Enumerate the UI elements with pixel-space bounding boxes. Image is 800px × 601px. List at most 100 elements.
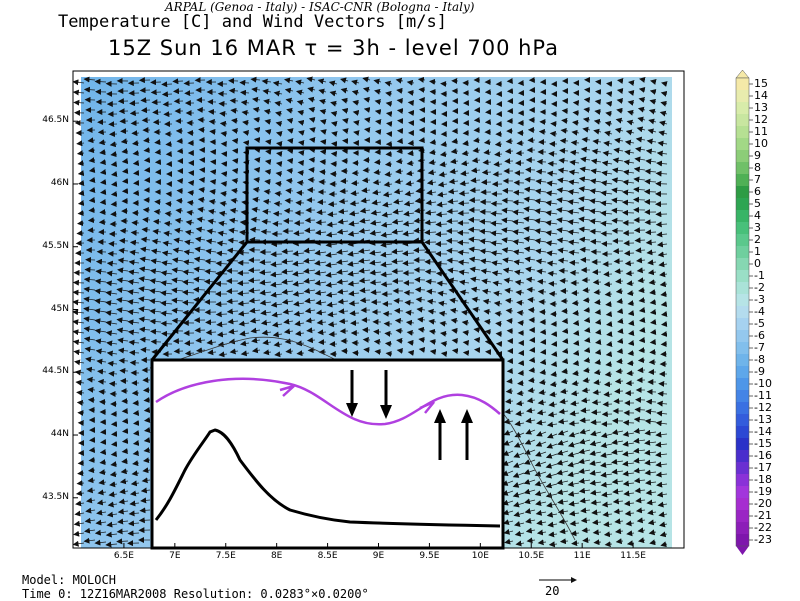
wind-vector (507, 381, 513, 382)
colorbar-label: 0 (754, 258, 761, 269)
wind-vector (166, 144, 172, 145)
wind-vector (635, 410, 645, 411)
colorbar-label: -22 (754, 522, 772, 533)
colorbar-label: 2 (754, 234, 761, 245)
lon-label: 7E (157, 551, 193, 561)
wind-vector (382, 284, 392, 285)
colorbar-label: 6 (754, 186, 761, 197)
wind-vector (74, 283, 84, 284)
wind-vector (539, 292, 546, 293)
wind-vector (155, 212, 161, 213)
wind-vector (317, 212, 326, 213)
wind-vector (459, 203, 469, 204)
wind-vector (612, 221, 623, 222)
lat-label: 45.5N (29, 241, 69, 251)
wind-vector (210, 122, 216, 123)
wind-vector (447, 251, 458, 252)
wind-vector (604, 404, 613, 405)
colorbar-swatch (736, 114, 749, 126)
wind-vector (298, 183, 304, 184)
model-label: Model: MOLOCH (22, 573, 116, 587)
colorbar-swatch (736, 198, 749, 210)
colorbar-swatch (736, 234, 749, 246)
colorbar (736, 70, 753, 555)
wind-vector (233, 151, 238, 152)
colorbar-swatch (736, 282, 749, 294)
wind-vector (393, 271, 404, 272)
wind-vector (206, 322, 216, 323)
wind-vector (240, 83, 249, 84)
lat-label: 46.5N (29, 115, 69, 125)
colorbar-label: 5 (754, 198, 761, 209)
wind-vector (199, 130, 205, 131)
wind-vector (156, 152, 161, 153)
colorbar-swatch (736, 222, 749, 234)
colorbar-label: 4 (754, 210, 761, 221)
wind-vector (78, 403, 84, 404)
wind-vector (77, 233, 84, 234)
wind-vector (426, 272, 436, 273)
colorbar-swatch (736, 318, 749, 330)
wind-vector (274, 214, 282, 215)
colorbar-swatch (736, 342, 749, 354)
map-top-blank (73, 71, 684, 77)
colorbar-label: -5 (754, 318, 765, 329)
lon-label: 11E (564, 551, 600, 561)
colorbar-label: -8 (754, 354, 765, 365)
colorbar-swatch (736, 378, 749, 390)
colorbar-label: 3 (754, 222, 761, 233)
lon-label: 8E (259, 551, 295, 561)
wind-vector (109, 254, 118, 255)
colorbar-label: -15 (754, 438, 772, 449)
colorbar-swatch (736, 138, 749, 150)
wind-vector (574, 113, 580, 114)
colorbar-swatch (736, 498, 749, 510)
colorbar-label: 8 (754, 162, 761, 173)
wind-vector (132, 233, 139, 234)
wind-vector (549, 284, 557, 285)
colorbar-swatch (736, 78, 749, 90)
colorbar-swatch (736, 306, 749, 318)
wind-vector (570, 263, 579, 264)
colorbar-swatch (736, 474, 749, 486)
wind-vector (350, 313, 359, 314)
lon-label: 10E (462, 551, 498, 561)
colorbar-swatch (736, 366, 749, 378)
lon-label: 6.5E (106, 551, 142, 561)
wind-vector (375, 342, 381, 343)
wind-vector (615, 261, 623, 262)
wind-vector (585, 310, 591, 311)
wind-vector (152, 92, 161, 93)
wind-vector (658, 394, 667, 395)
wind-vector (623, 213, 634, 214)
colorbar-swatch (736, 486, 749, 498)
colorbar-label: -4 (754, 306, 765, 317)
wind-vector (145, 400, 151, 401)
colorbar-label: -2 (754, 282, 765, 293)
wind-vector (123, 181, 128, 182)
colorbar-swatch (736, 390, 749, 402)
colorbar-swatch (736, 426, 749, 438)
wind-vector (143, 220, 150, 221)
wind-vector (140, 520, 150, 521)
lon-label: 7.5E (208, 551, 244, 561)
colorbar-swatch (736, 330, 749, 342)
wind-vector (585, 100, 590, 101)
wind-vector (211, 172, 216, 173)
wind-vector (163, 94, 172, 95)
wind-vector (596, 92, 601, 93)
colorbar-label: 15 (754, 78, 768, 89)
wind-vector (88, 390, 95, 391)
wind-vector (651, 342, 656, 343)
wind-vector (563, 331, 568, 332)
wind-vector (494, 164, 502, 165)
colorbar-label: -21 (754, 510, 772, 521)
wind-vector (409, 143, 414, 144)
colorbar-label: -14 (754, 426, 772, 437)
wind-vector (233, 141, 238, 142)
colorbar-swatch (736, 294, 749, 306)
colorbar-label: -12 (754, 402, 772, 413)
colorbar-label: -18 (754, 474, 772, 485)
colorbar-swatch (736, 462, 749, 474)
